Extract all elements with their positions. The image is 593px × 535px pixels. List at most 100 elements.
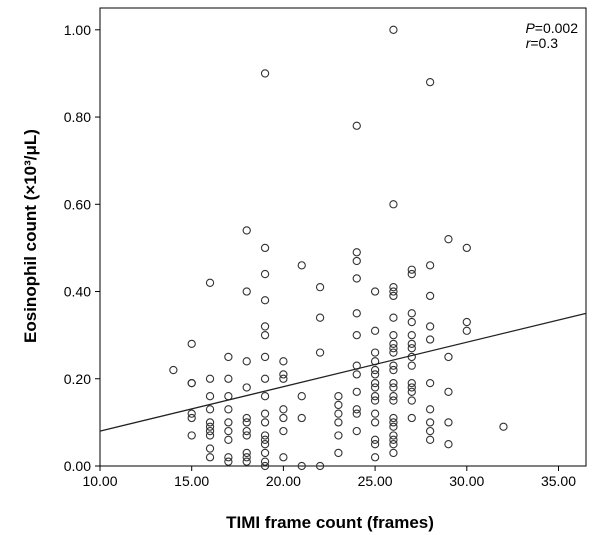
data-point [297,461,306,471]
data-point [279,374,288,383]
data-point [444,387,453,396]
x-tick-label: 10.00 [82,473,117,489]
x-tick-label: 35.00 [541,473,576,489]
data-point [407,396,416,405]
data-point [389,25,398,34]
data-point [260,418,270,427]
data-point [389,361,398,370]
data-point [242,226,251,235]
data-point [352,309,361,318]
data-point [389,287,398,296]
data-point [334,400,343,410]
data-point [315,313,325,322]
data-point [370,409,380,418]
data-point [352,274,361,283]
data-point [389,413,398,423]
data-point [279,453,288,462]
data-point [407,330,416,340]
data-point [279,426,288,436]
data-point [444,235,453,244]
data-point [260,269,270,279]
y-tick-label: 0.60 [64,196,91,212]
data-point [407,413,416,423]
data-point [224,453,233,462]
data-point [389,330,398,340]
r-label: r [526,35,532,51]
data-point [260,322,270,331]
data-point [425,378,435,388]
data-point [260,431,270,440]
x-tick-label: 25.00 [358,473,393,489]
data-points [169,25,508,471]
data-point [260,352,270,362]
x-axis-title: TIMI frame count (frames) [226,513,434,532]
data-point [352,409,361,418]
data-point [407,383,416,392]
data-point [389,448,398,458]
plot-frame [99,7,587,467]
data-point [224,405,233,414]
data-point [315,461,325,471]
data-point [205,418,215,427]
data-point [260,374,270,383]
data-point [260,330,270,340]
axis-ticks: 10.00 15.00 20.00 25.00 30.00 35.00 0.00 0.20 0.… [64,22,576,489]
data-point [352,370,361,379]
data-point [389,200,398,209]
x-tick-label: 15.00 [174,473,209,489]
data-point [279,357,288,366]
data-point [279,370,288,379]
data-point [334,448,343,458]
data-point [462,326,471,335]
data-point [389,291,398,301]
data-point [389,283,398,292]
data-point [407,344,416,353]
data-point [425,291,435,301]
data-point [242,453,251,462]
data-point [205,422,215,431]
data-point [205,392,215,401]
data-point [425,426,435,436]
data-point [425,435,435,444]
data-point [205,278,215,287]
y-tick-label: 0.20 [64,371,91,387]
data-point [389,396,398,405]
data-point [462,243,471,253]
r-value-annotation: r=0.3 [526,35,559,51]
data-point [242,426,251,436]
data-point [407,309,416,318]
data-point [444,418,453,427]
data-point [187,413,196,423]
data-point [370,453,380,462]
data-point [334,431,343,440]
p-label: P [525,20,535,36]
data-point [260,409,270,418]
data-point [315,348,325,357]
data-point [242,413,251,423]
x-tick-label: 20.00 [266,473,301,489]
data-point [370,383,380,392]
data-point [370,326,380,335]
data-point [389,348,398,357]
data-point [205,444,215,453]
data-point [260,69,270,78]
data-point [260,461,270,471]
data-point [462,317,471,327]
data-point [389,365,398,375]
data-point [205,426,215,436]
data-point [224,374,233,383]
data-point [224,457,233,466]
data-point [297,261,306,270]
data-point [389,313,398,322]
data-point [425,261,435,270]
data-point [242,448,251,458]
data-point [370,370,380,379]
data-point [389,431,398,440]
data-point [389,440,398,449]
data-point [242,418,251,427]
data-point [370,435,380,444]
data-point [407,265,416,274]
data-point [425,335,435,344]
data-point [407,378,416,388]
data-point [187,431,196,440]
